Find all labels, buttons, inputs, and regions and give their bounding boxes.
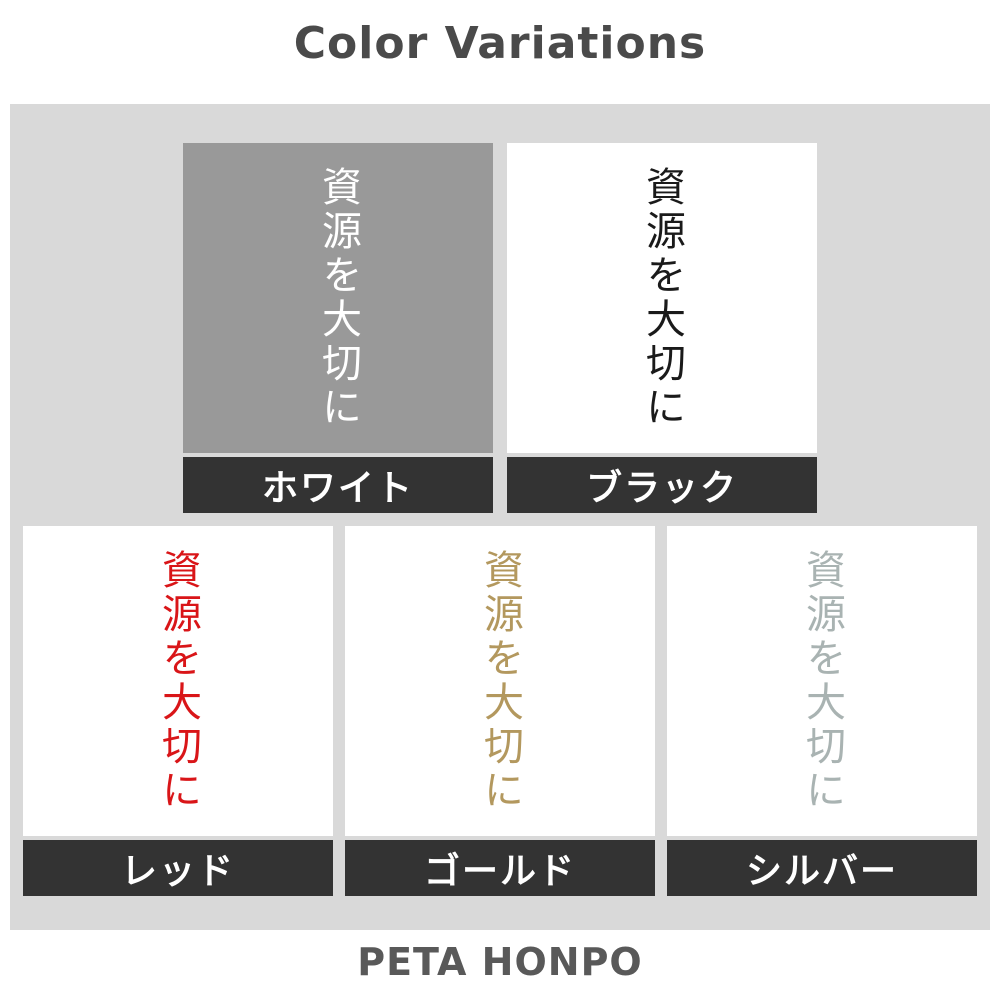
label-bar: ホワイト [183, 457, 493, 513]
color-swatch: 資源を大切に [345, 526, 655, 836]
color-swatch: 資源を大切に [183, 143, 493, 453]
page-title: Color Variations [293, 18, 707, 69]
color-name-label: ホワイト [261, 468, 414, 509]
color-swatch: 資源を大切に [23, 526, 333, 836]
color-name-label: ブラック [585, 468, 738, 509]
variation-card-gold: 資源を大切に ゴールド [345, 526, 655, 896]
color-name-label: シルバー [745, 851, 898, 892]
sample-text: 資源を大切に [155, 549, 201, 813]
sample-text: 資源を大切に [477, 549, 523, 813]
label-bar: レッド [23, 840, 333, 896]
variation-card-red: 資源を大切に レッド [23, 526, 333, 896]
label-bar: ブラック [507, 457, 817, 513]
variations-board: 資源を大切に ホワイト 資源を大切に ブラック 資源を大切に レッド [10, 104, 990, 930]
label-bar: ゴールド [345, 840, 655, 896]
color-swatch: 資源を大切に [507, 143, 817, 453]
variation-card-white: 資源を大切に ホワイト [183, 143, 493, 513]
brand-footer: PETA HONPO [357, 940, 643, 984]
color-name-label: ゴールド [423, 851, 576, 892]
variation-card-black: 資源を大切に ブラック [507, 143, 817, 513]
color-name-label: レッド [120, 851, 235, 892]
sample-text: 資源を大切に [315, 166, 361, 430]
label-bar: シルバー [667, 840, 977, 896]
color-swatch: 資源を大切に [667, 526, 977, 836]
sample-text: 資源を大切に [639, 166, 685, 430]
variation-card-silver: 資源を大切に シルバー [667, 526, 977, 896]
sample-text: 資源を大切に [799, 549, 845, 813]
